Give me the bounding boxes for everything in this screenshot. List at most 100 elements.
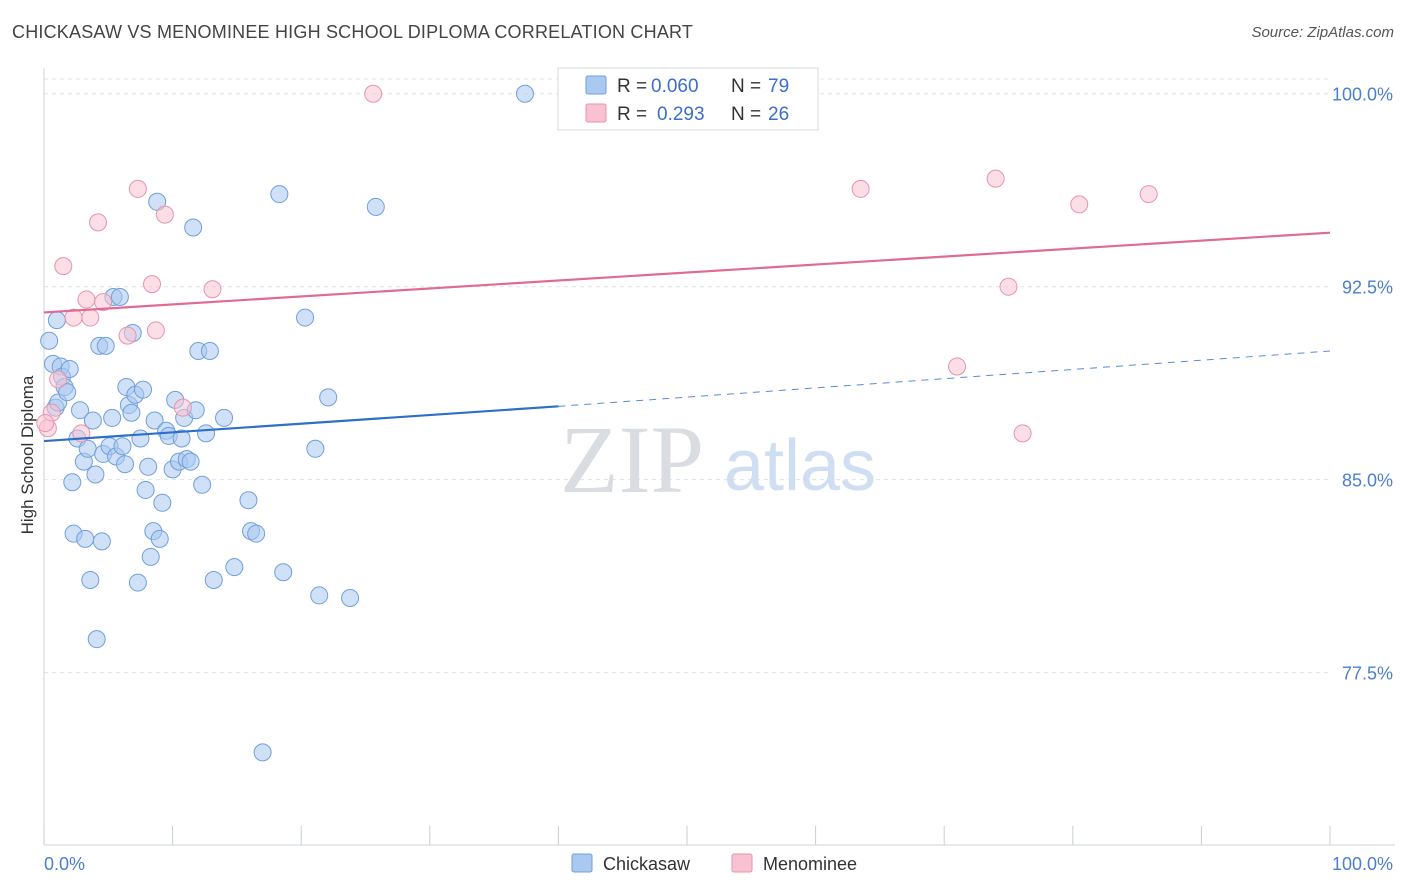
bottom-legend-chickasaw: Chickasaw: [603, 854, 691, 874]
chickasaw-point: [200, 342, 219, 361]
menominee-point: [89, 213, 108, 232]
y-axis-label: High School Diploma: [18, 375, 37, 534]
chickasaw-point: [310, 586, 329, 605]
menominee-point: [81, 308, 100, 327]
chickasaw-point: [103, 408, 122, 427]
chickasaw-point: [78, 439, 97, 458]
chickasaw-point: [153, 493, 172, 512]
menominee-point: [1070, 195, 1089, 214]
chickasaw-point: [139, 457, 158, 476]
chickasaw-point: [253, 743, 272, 762]
menominee-point: [948, 357, 967, 376]
legend-r-value-2: 0.293: [657, 104, 705, 125]
chickasaw-point: [81, 570, 100, 589]
x-tick-label: 0.0%: [44, 854, 85, 874]
chickasaw-point: [515, 84, 534, 103]
chickasaw-point: [181, 452, 200, 471]
menominee-point: [986, 169, 1005, 188]
chickasaw-point: [96, 336, 115, 355]
legend-swatch-chickasaw: [585, 75, 607, 95]
legend: R = 0.060 N = 79 R = 0.293 N = 26: [557, 67, 819, 131]
chickasaw-point: [136, 480, 155, 499]
chickasaw-point: [76, 529, 95, 548]
chickasaw-point: [319, 388, 338, 407]
bottom-legend-menominee: Menominee: [763, 854, 857, 874]
legend-n-label-2: N =: [731, 104, 761, 125]
chickasaw-point: [225, 558, 244, 577]
x-tick-label: 100.0%: [1332, 854, 1393, 874]
menominee-point: [203, 280, 222, 299]
chickasaw-point: [270, 185, 289, 204]
bottom-legend-swatch-chickasaw: [571, 853, 593, 873]
legend-n-label-1: N =: [731, 76, 761, 97]
chickasaw-trend-extension: [558, 350, 1331, 407]
menominee-point: [364, 84, 383, 103]
bottom-legend: Chickasaw Menominee: [571, 853, 857, 874]
menominee-point: [1013, 424, 1032, 443]
chickasaw-point: [141, 547, 160, 566]
chickasaw-point: [150, 529, 169, 548]
y-tick-label: 77.5%: [1342, 664, 1393, 684]
menominee-point: [146, 321, 165, 340]
chickasaw-point: [145, 411, 164, 430]
chart-title: CHICKASAW VS MENOMINEE HIGH SCHOOL DIPLO…: [12, 22, 694, 42]
chickasaw-point: [63, 473, 82, 492]
menominee-point: [999, 277, 1018, 296]
legend-n-value-2: 26: [768, 104, 789, 125]
chickasaw-point: [122, 403, 141, 422]
chickasaw-point: [83, 411, 102, 430]
menominee-point: [128, 179, 147, 198]
menominee-point: [118, 326, 137, 345]
chickasaw-point: [239, 491, 258, 510]
chickasaw-point: [274, 563, 293, 582]
chickasaw-point: [60, 360, 79, 379]
chickasaw-point: [58, 383, 77, 402]
menominee-point: [1139, 185, 1158, 204]
chickasaw-point: [110, 287, 129, 306]
menominee-point: [851, 179, 870, 198]
chickasaw-point: [341, 589, 360, 608]
y-tick-label: 92.5%: [1342, 278, 1393, 298]
axes-layer: 100.0% 92.5% 85.0% 77.5% 0.0% 100.0%: [43, 68, 1395, 874]
chickasaw-point: [87, 630, 106, 649]
legend-swatch-menominee: [585, 103, 607, 123]
legend-n-value-1: 79: [768, 76, 789, 97]
menominee-point: [155, 205, 174, 224]
watermark-atlas: atlas: [724, 426, 876, 506]
chickasaw-trend-line: [43, 405, 559, 443]
chickasaw-point: [172, 429, 191, 448]
menominee-point: [143, 275, 162, 294]
chickasaw-point: [193, 475, 212, 494]
chickasaw-point: [296, 308, 315, 327]
chickasaw-point: [215, 408, 234, 427]
chickasaw-point: [247, 524, 266, 543]
menominee-point: [36, 414, 55, 433]
chickasaw-point: [131, 429, 150, 448]
legend-r-label-2: R =: [617, 104, 647, 125]
legend-r-label-1: R =: [617, 76, 647, 97]
menominee-trend-line: [43, 231, 1331, 314]
source-label: Source: ZipAtlas.com: [1251, 24, 1394, 41]
menominee-point: [49, 370, 68, 389]
menominee-point: [173, 398, 192, 417]
menominee-point: [94, 293, 113, 312]
trend-layer: [43, 231, 1331, 443]
grid-layer: [44, 78, 1330, 674]
chickasaw-point: [197, 424, 216, 443]
chickasaw-point: [204, 570, 223, 589]
watermark: ZIP atlas: [560, 406, 876, 513]
chickasaw-point: [134, 380, 153, 399]
chickasaw-point: [184, 218, 203, 237]
legend-r-value-1: 0.060: [651, 76, 699, 97]
chickasaw-point: [40, 331, 59, 350]
y-tick-label: 100.0%: [1332, 85, 1393, 105]
y-tick-label: 85.0%: [1342, 471, 1393, 491]
chickasaw-point: [92, 532, 111, 551]
chickasaw-point: [306, 439, 325, 458]
bottom-legend-swatch-menominee: [731, 853, 753, 873]
menominee-point: [54, 257, 73, 276]
chickasaw-point: [116, 455, 135, 474]
menominee-point: [77, 290, 96, 309]
watermark-zip: ZIP: [560, 406, 704, 513]
